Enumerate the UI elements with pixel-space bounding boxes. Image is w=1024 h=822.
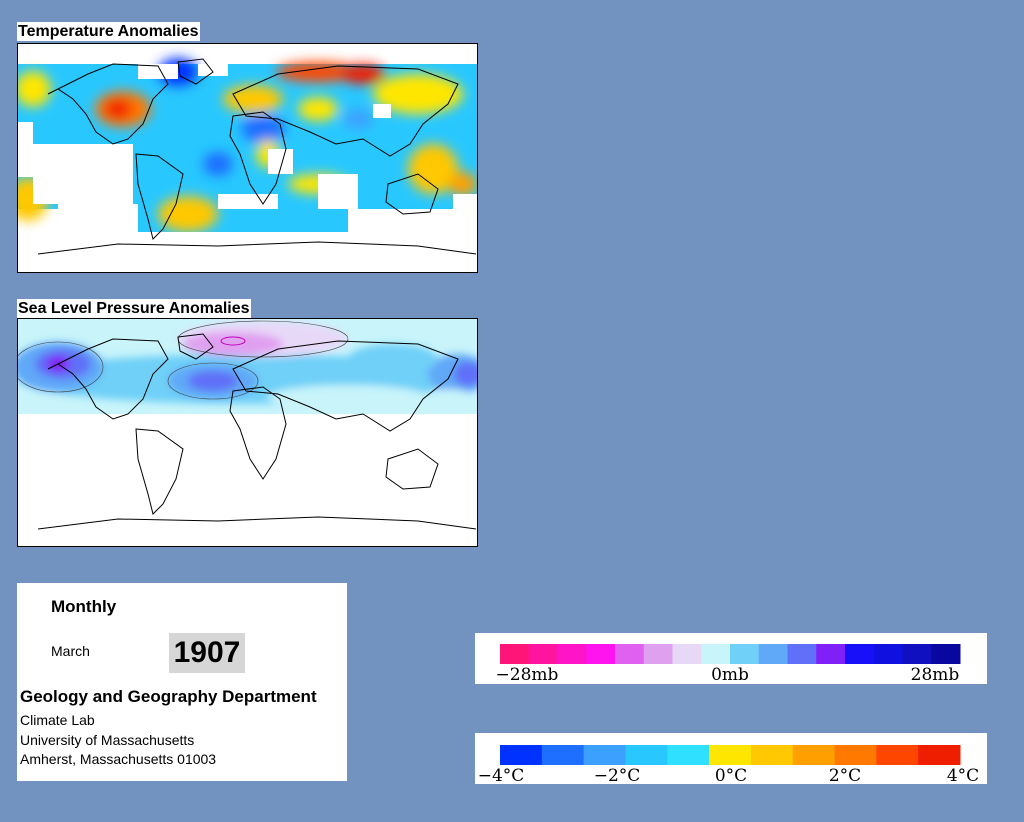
pressure-legend-swatch [500,644,530,664]
pressure-legend-swatch [528,644,558,664]
pressure-legend-swatch [701,644,731,664]
lab-name: Climate Lab [20,712,95,728]
pressure-legend-swatch [730,644,760,664]
temperature-legend-graphic: −4°C −2°C 0°C 2°C 4°C [478,745,979,784]
temperature-legend-tick-label: 2°C [829,766,861,784]
temperature-legend-swatch [834,745,877,765]
temperature-map-title: Temperature Anomalies [17,22,200,41]
temperature-legend-tick-label: −4°C [478,766,525,784]
temperature-legend-swatch [918,745,961,765]
department-name: Geology and Geography Department [20,687,317,706]
temperature-legend-swatch [500,745,543,765]
temperature-legend-swatch [750,745,794,765]
pressure-legend-swatch [845,644,875,664]
pressure-legend-swatch [643,644,673,664]
temperature-anomaly-map [17,43,478,273]
temperature-legend-swatch [876,745,919,765]
month-label: March [51,643,90,659]
pressure-anomaly-map [17,318,478,547]
temperature-map-graphic [18,58,477,272]
pressure-legend-swatch [557,644,587,664]
temperature-legend-tick-label: 4°C [947,766,979,784]
pressure-map-graphic [18,319,477,530]
temperature-legend-tick-label: 0°C [715,766,747,784]
address-line: Amherst, Massachusetts 01003 [20,751,217,767]
pressure-legend-swatch [816,644,846,664]
pressure-legend-swatch [787,644,817,664]
pressure-legend: −28mb 0mb 28mb [475,633,987,684]
pressure-legend-swatch [758,644,788,664]
pressure-legend-swatch [615,644,645,664]
temperature-legend-swatch [625,745,668,765]
frequency-label: Monthly [51,597,117,616]
temperature-legend-swatch [541,745,585,765]
university-name: University of Massachusetts [20,732,195,748]
temperature-legend-swatch [709,745,752,765]
pressure-legend-swatch [672,644,702,664]
temperature-legend-tick-label: −2°C [594,766,641,784]
pressure-legend-swatch [586,644,616,664]
pressure-legend-graphic: −28mb 0mb 28mb [496,644,961,684]
temperature-legend-swatch [583,745,626,765]
info-panel: Monthly March 1907 Geology and Geography… [17,583,347,781]
pressure-legend-swatch [931,644,961,664]
pressure-legend-tick-label: 28mb [911,665,960,684]
pressure-legend-tick-label: −28mb [496,665,559,684]
temperature-legend-swatch [667,745,710,765]
temperature-legend-swatch [792,745,836,765]
pressure-legend-swatch [873,644,903,664]
pressure-legend-tick-label: 0mb [711,665,749,684]
year-display: 1907 [169,633,245,673]
temperature-legend: −4°C −2°C 0°C 2°C 4°C [475,733,987,784]
pressure-map-title: Sea Level Pressure Anomalies [17,299,251,318]
pressure-legend-swatch [902,644,932,664]
